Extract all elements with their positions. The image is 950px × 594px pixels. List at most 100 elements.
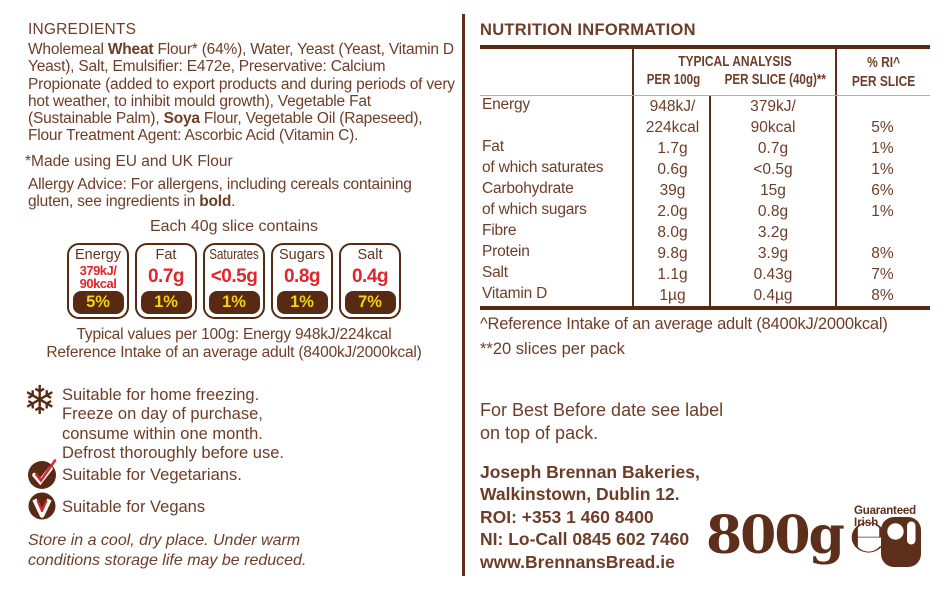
freezing-advice: Suitable for home freezing. Freeze on da… xyxy=(62,386,284,463)
per-slice-value: 3.9g xyxy=(757,245,789,263)
best-before-note: For Best Before date see label on top of… xyxy=(480,400,724,443)
nutrient-label: Salt xyxy=(482,264,508,282)
nutrition-row-protein: Protein 9.8g 3.9g 8% xyxy=(480,243,930,264)
body-vline xyxy=(709,96,711,307)
nutrition-row-energy: Energy 948kJ/ 224kcal 379kJ/ 90kcal 5% xyxy=(480,96,930,138)
typical-values-note: Typical values per 100g: Energy 948kJ/22… xyxy=(76,326,392,343)
ri-value: 7% xyxy=(871,266,894,284)
reference-intake-footnote: ^Reference Intake of an average adult (8… xyxy=(480,315,888,333)
nutrient-label: Fibre xyxy=(482,222,517,240)
traffic-light-label: Fat xyxy=(155,247,177,263)
header-vline xyxy=(835,48,837,95)
per-slice-value: 379kJ/ 90kcal xyxy=(750,98,796,137)
nutrition-table: TYPICAL ANALYSIS PER 100g PER SLICE (40g… xyxy=(480,45,930,310)
traffic-light-ri-pill: 1% xyxy=(276,291,328,314)
per-100g-value: 8.0g xyxy=(657,224,688,242)
ingredients-title: INGREDIENTS xyxy=(28,21,137,38)
nutrient-label: of which sugars xyxy=(482,201,587,219)
allergen-soya: Soya xyxy=(163,110,200,128)
per-slice-value: 0.7g xyxy=(757,140,789,158)
table-bottom-rule xyxy=(480,306,930,310)
traffic-light-ri-pill: 1% xyxy=(208,291,260,314)
per-100g-value: 9.8g xyxy=(657,245,688,263)
per-slice-value: 15g xyxy=(760,182,786,200)
per-100g-value: 1µg xyxy=(659,287,686,305)
header-subcolumns: PER 100g PER SLICE (40g)** xyxy=(634,72,835,88)
ri-value: 1% xyxy=(871,140,894,158)
traffic-light-label: Saturates xyxy=(209,247,259,263)
traffic-light-ri-pill: 7% xyxy=(344,291,396,314)
traffic-light-value: 379kJ/ 90kcal xyxy=(79,262,117,291)
nutrition-row-salt: Salt 1.1g 0.43g 7% xyxy=(480,264,930,285)
column-divider xyxy=(462,14,465,576)
table-header-rule xyxy=(480,94,930,97)
per-100g-value: 2.0g xyxy=(657,203,688,221)
ri-value: 6% xyxy=(871,182,894,200)
guaranteed-label: Guaranteed xyxy=(854,505,916,517)
allergen-wheat: Wheat xyxy=(107,41,154,58)
address-line: Joseph Brennan Bakeries, xyxy=(480,462,700,482)
traffic-light-ri-pill: 5% xyxy=(72,291,124,314)
traffic-light-fat: Fat 0.7g 1% xyxy=(135,243,197,319)
nutrition-row-saturates: of which saturates 0.6g <0.5g 1% xyxy=(480,159,930,180)
flour-origin-note: *Made using EU and UK Flour xyxy=(25,153,233,170)
traffic-light-label: Energy xyxy=(75,247,121,263)
ri-value: 8% xyxy=(871,245,894,263)
per-100g-value: 39g xyxy=(659,182,686,200)
nutrition-row-sugars: of which sugars 2.0g 0.8g 1% xyxy=(480,201,930,222)
bakery-address: Joseph Brennan Bakeries, Walkinstown, Du… xyxy=(480,461,700,573)
traffic-light-energy: Energy 379kJ/ 90kcal 5% xyxy=(67,243,129,319)
irish-label: Irish xyxy=(854,517,879,529)
traffic-light-sugars: Sugars 0.8g 1% xyxy=(271,243,333,319)
per-slice-value: 0.4µg xyxy=(753,287,793,305)
ingredients-text: Wholemeal Wheat Flour* (64%), Water, Yea… xyxy=(28,41,455,145)
per-100g-value: 948kJ/ 224kcal xyxy=(645,98,700,137)
nutrient-label: of which saturates xyxy=(482,159,604,177)
guaranteed-irish-logo: Guaranteed Irish xyxy=(854,505,932,567)
gi-monogram-icon xyxy=(881,517,922,567)
vegetarian-icon xyxy=(27,458,60,490)
storage-advice: Store in a cool, dry place. Under warm c… xyxy=(28,532,307,569)
traffic-light-label: Salt xyxy=(357,247,383,263)
per-100g-value: 1.1g xyxy=(657,266,688,284)
nutrient-label: Protein xyxy=(482,243,530,261)
per-100g-value: 1.7g xyxy=(657,140,688,158)
vegan-note: Suitable for Vegans xyxy=(62,498,206,516)
vegan-icon xyxy=(28,492,56,520)
address-line: Walkinstown, Dublin 12. xyxy=(480,484,680,505)
reference-intake-note: Reference Intake of an average adult (84… xyxy=(46,344,422,361)
ri-value: 8% xyxy=(871,287,894,305)
slices-per-pack-footnote: **20 slices per pack xyxy=(480,340,625,358)
phone-ni: NI: Lo-Call 0845 602 7460 xyxy=(480,529,690,550)
per-slice-value: <0.5g xyxy=(753,161,793,179)
per-slice-value: 3.2g xyxy=(757,224,789,242)
header-ri-per-slice: % RI^ PER SLICE xyxy=(851,53,916,90)
per-slice-value: 0.43g xyxy=(753,266,793,284)
table-body: Energy 948kJ/ 224kcal 379kJ/ 90kcal 5% F… xyxy=(480,96,930,307)
traffic-light-value: 0.8g xyxy=(283,266,321,287)
header-per-100g: PER 100g xyxy=(646,71,700,88)
nutrition-title: NUTRITION INFORMATION xyxy=(480,21,696,39)
table-header: TYPICAL ANALYSIS PER 100g PER SLICE (40g… xyxy=(480,48,930,95)
snowflake-icon: ❄ xyxy=(23,378,57,424)
website-url: www.BrennansBread.ie xyxy=(480,551,675,572)
body-vline xyxy=(632,96,634,307)
traffic-light-saturates: Saturates <0.5g 1% xyxy=(203,243,265,319)
traffic-lights-title: Each 40g slice contains xyxy=(149,218,319,235)
nutrition-row-carbohydrate: Carbohydrate 39g 15g 6% xyxy=(480,180,930,201)
header-vline xyxy=(632,48,634,95)
header-typical-analysis: TYPICAL ANALYSIS xyxy=(677,52,792,70)
body-vline xyxy=(835,96,837,307)
traffic-light-salt: Salt 0.4g 7% xyxy=(339,243,401,319)
ri-value: 5% xyxy=(871,119,894,137)
nutrient-label: Carbohydrate xyxy=(482,180,574,198)
nutrient-label: Fat xyxy=(482,138,504,156)
net-weight-value: 800g xyxy=(706,505,845,566)
traffic-lights-panel: Energy 379kJ/ 90kcal 5% Fat 0.7g 1% Satu… xyxy=(67,243,403,319)
traffic-light-label: Sugars xyxy=(279,247,325,263)
nutrition-row-fat: Fat 1.7g 0.7g 1% xyxy=(480,138,930,159)
vegetarian-note: Suitable for Vegetarians. xyxy=(62,466,242,484)
table-top-rule xyxy=(480,45,930,49)
per-100g-value: 0.6g xyxy=(657,161,688,179)
